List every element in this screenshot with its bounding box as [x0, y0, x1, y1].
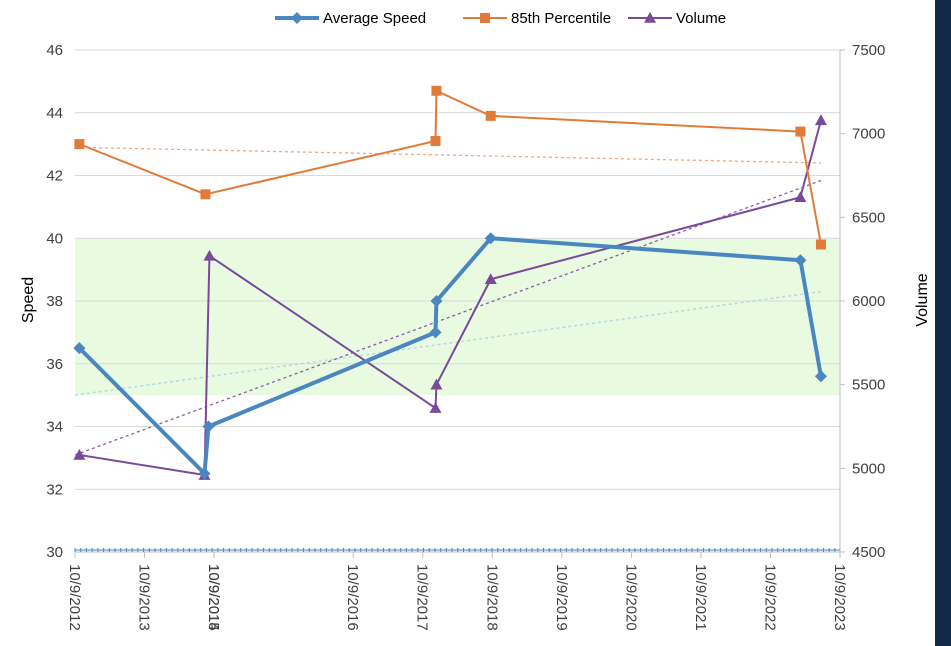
y-right-tick-label: 6500 [852, 209, 885, 226]
y-right-tick-label: 5000 [852, 460, 885, 477]
y-right-tick-label: 7500 [852, 42, 885, 59]
percentile-85th-point [795, 126, 806, 137]
x-tick-label: 10/9/2019 [553, 564, 570, 631]
volume-point [814, 114, 827, 126]
volume-point [430, 378, 443, 390]
volume-trendline [74, 179, 822, 456]
y-right-tick-label: 4500 [852, 544, 885, 561]
average-speed-point [794, 254, 807, 267]
y-left-tick-label: 38 [46, 293, 63, 310]
y-right-axis-title: Volume [914, 273, 931, 326]
volume-point [794, 191, 807, 203]
average-speed-point [814, 370, 827, 383]
average-speed-point [484, 232, 497, 245]
percentile-85th-series [74, 85, 826, 250]
y-left-tick-label: 42 [46, 168, 63, 185]
shaded-band-layer [75, 238, 840, 396]
volume-point [484, 273, 497, 285]
legend-average-speed-swatch-marker [291, 12, 303, 24]
average-speed-point [430, 295, 443, 307]
y-left-tick-label: 30 [46, 544, 63, 561]
legend: Average Speed 85th Percentile Volume [275, 10, 726, 27]
average-speed-series [73, 232, 827, 480]
legend-percentile-85th-swatch-marker [480, 13, 490, 23]
y-left-tick-label: 36 [46, 356, 63, 373]
axes: 30 32 34 36 38 40 42 44 46 4500 5000 5500 6000 6500 70… [46, 42, 885, 631]
volume-point [429, 402, 442, 413]
percentile-85th-point [815, 239, 826, 250]
x-tick-label: 10/9/2023 [831, 564, 848, 631]
average-speed-point [429, 326, 442, 339]
y-right-tick-label: 6000 [852, 293, 885, 310]
y-right-tick-label: 7000 [852, 126, 885, 143]
x-tick-label: 10/9/2021 [692, 564, 709, 631]
x-tick-label: 10/9/2015 [205, 564, 222, 631]
x-tick-label: 10/9/2017 [414, 564, 431, 631]
volume-point [73, 448, 86, 460]
average-speed-line [77, 236, 823, 476]
legend-volume-label: Volume [676, 10, 726, 27]
series-layer [73, 85, 827, 480]
y-right-tick-label: 5500 [852, 377, 885, 394]
volume-series [73, 114, 827, 480]
x-tick-label: 10/9/2018 [483, 564, 500, 631]
average-speed-point [198, 467, 211, 480]
percentile-85th-point [431, 85, 442, 96]
x-tick-label: 10/9/2022 [761, 564, 778, 631]
average-speed-point [73, 342, 86, 355]
x-tick-label: 10/9/2013 [136, 564, 153, 631]
x-tick-label: 10/9/2012 [66, 564, 83, 631]
right-edge-panel [935, 0, 951, 646]
volume-line [79, 120, 822, 477]
trendlines [74, 146, 822, 456]
y-left-tick-label: 46 [46, 42, 63, 59]
x-tick-label: 10/9/2016 [344, 564, 361, 631]
target-speed-band [75, 238, 840, 396]
average-speed-point [202, 420, 215, 433]
y-left-tick-label: 34 [46, 419, 63, 436]
y-left-tick-label: 44 [46, 105, 63, 122]
legend-average-speed-label: Average Speed [323, 10, 426, 27]
x-axis-minor-ticks [74, 548, 840, 552]
y-left-axis-title: Speed [20, 277, 37, 323]
percentile-85th-point [200, 189, 211, 200]
x-tick-label: 10/9/2014 [205, 564, 222, 631]
percentile-85th-point [74, 139, 85, 150]
y-left-tick-label: 32 [46, 481, 63, 498]
percentile-85th-point [485, 110, 496, 121]
percentile-85th-point [430, 135, 441, 146]
legend-volume-swatch-marker [644, 12, 656, 23]
y-left-tick-label: 40 [46, 230, 63, 247]
x-tick-label: 10/9/2020 [622, 564, 639, 631]
legend-percentile-85th-label: 85th Percentile [511, 10, 611, 27]
volume-point [203, 249, 216, 261]
percentile-trendline [74, 146, 821, 164]
